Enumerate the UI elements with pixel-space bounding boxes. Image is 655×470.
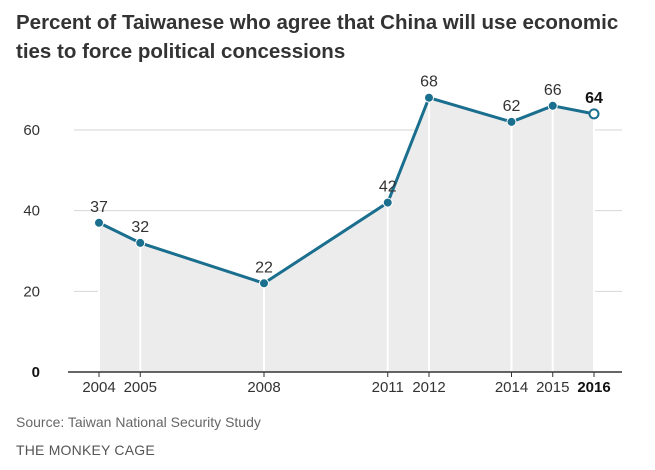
series-line: [98, 96, 595, 285]
data-label: 32: [131, 219, 149, 236]
data-point: [259, 278, 269, 289]
data-label: 66: [544, 82, 562, 99]
y-tick-label: 0: [32, 364, 40, 381]
area-shape: [99, 97, 594, 372]
x-tick-label: 2008: [247, 379, 280, 396]
data-point: [588, 108, 600, 120]
source-note: Source: Taiwan National Security Study: [16, 414, 261, 430]
x-tick-label: 2016: [577, 379, 610, 396]
x-tick-label: 2004: [82, 379, 115, 396]
data-point: [94, 217, 104, 228]
x-tick-label: 2005: [124, 379, 157, 396]
x-tick-label: 2014: [495, 379, 528, 396]
data-label: 62: [503, 98, 521, 115]
data-labels: 37 32 22 42 68 62 66 64: [90, 74, 603, 277]
data-point: [382, 197, 393, 208]
x-tick-label: 2011: [372, 379, 404, 396]
x-tick-label: 2015: [536, 379, 569, 396]
data-label: 37: [90, 199, 108, 216]
data-point: [506, 116, 517, 127]
data-label: 22: [255, 259, 273, 276]
brand-label: THE MONKEY CAGE: [16, 442, 155, 458]
y-tick-label: 60: [23, 122, 40, 139]
y-tick-label: 40: [23, 203, 40, 220]
y-tick-label: 20: [23, 283, 40, 300]
data-point: [547, 100, 558, 111]
series-polyline: [98, 96, 595, 285]
data-label: 64: [585, 90, 603, 107]
chart-title: Percent of Taiwanese who agree that Chin…: [16, 11, 619, 63]
data-label: 68: [420, 74, 438, 91]
data-point: [424, 92, 434, 103]
drop-lines: [98, 102, 595, 372]
data-points: [94, 92, 600, 289]
axes: 0 20 40 60 2004 2005 2008 2011 2012 2014 2015 2016: [23, 122, 622, 396]
area-fill: [99, 97, 594, 372]
data-label: 42: [379, 179, 397, 196]
x-tick-label: 2012: [412, 379, 445, 396]
data-point: [135, 237, 146, 248]
